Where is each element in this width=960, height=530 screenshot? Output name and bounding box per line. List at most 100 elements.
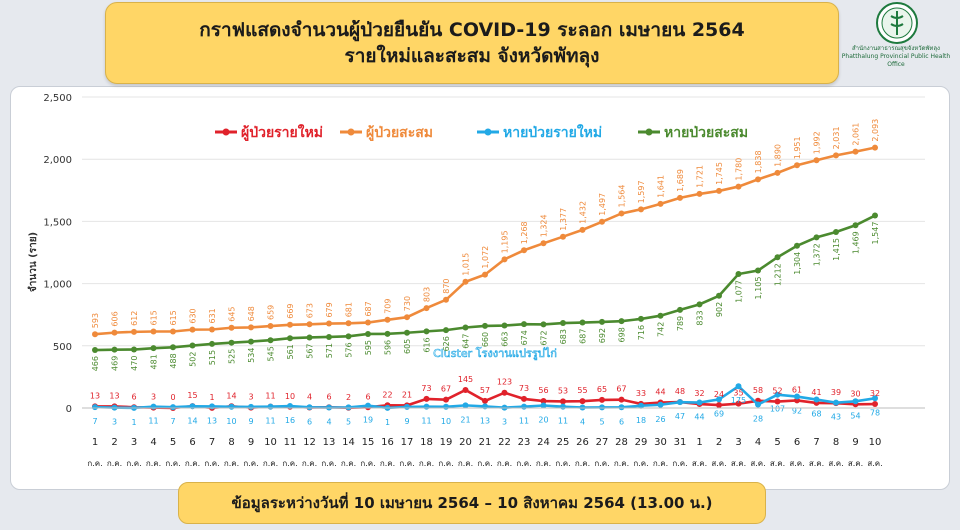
data-label: 11 xyxy=(265,417,275,426)
data-label: 571 xyxy=(325,343,334,358)
data-label: 1,195 xyxy=(501,230,510,253)
data-label: 692 xyxy=(598,328,607,343)
legend-label: ผู้ป่วยรายใหม่ xyxy=(241,123,323,141)
data-point xyxy=(521,247,527,254)
data-point xyxy=(794,393,800,400)
data-point xyxy=(170,344,176,351)
data-label: 30 xyxy=(850,389,860,398)
data-label: 4 xyxy=(580,418,585,427)
data-point xyxy=(209,326,215,333)
data-point xyxy=(735,400,742,407)
data-label: 605 xyxy=(403,339,412,354)
data-point xyxy=(872,212,878,219)
x-tick-month: ส.ค. xyxy=(770,459,785,468)
x-tick-month: ส.ค. xyxy=(750,459,765,468)
legend-label: หายป่วยรายใหม่ xyxy=(503,123,602,141)
data-label: 19 xyxy=(363,416,373,425)
x-tick-day: 27 xyxy=(596,437,609,448)
data-label: 22 xyxy=(382,390,392,399)
data-point xyxy=(150,403,157,410)
data-point xyxy=(423,305,430,312)
x-tick-month: ก.ค. xyxy=(341,459,356,468)
data-label: 55 xyxy=(577,386,587,395)
data-label: 39 xyxy=(831,388,841,397)
data-label: 41 xyxy=(811,388,821,397)
data-label: 35 xyxy=(733,389,743,398)
x-tick-day: 8 xyxy=(228,437,234,448)
y-tick-label: 2,000 xyxy=(43,155,72,166)
data-label: 626 xyxy=(442,336,451,351)
data-point xyxy=(423,328,430,335)
data-point xyxy=(774,169,781,176)
data-label: 13 xyxy=(109,391,119,400)
x-tick-day: 8 xyxy=(833,437,839,448)
health-office-logo-icon xyxy=(876,2,918,44)
data-label: 0 xyxy=(170,393,175,402)
data-point xyxy=(228,339,235,346)
data-point xyxy=(696,301,703,308)
data-label: 902 xyxy=(715,302,724,317)
data-point xyxy=(248,338,254,345)
data-point xyxy=(618,318,625,325)
data-label: 44 xyxy=(694,413,704,422)
data-label: 1,745 xyxy=(715,162,724,185)
data-label: 683 xyxy=(559,329,568,344)
x-tick-day: 10 xyxy=(264,437,277,448)
x-tick-month: ก.ค. xyxy=(360,459,375,468)
data-label: 1,015 xyxy=(462,253,471,276)
x-tick-day: 7 xyxy=(209,437,215,448)
x-tick-day: 29 xyxy=(635,437,648,448)
data-label: 1,838 xyxy=(754,150,763,173)
data-point xyxy=(657,401,664,408)
data-point xyxy=(404,314,410,321)
data-label: 1,890 xyxy=(774,144,783,167)
data-label: 1,547 xyxy=(871,222,880,245)
data-label: 1 xyxy=(131,418,136,427)
data-point xyxy=(755,267,761,274)
legend-marker xyxy=(484,128,492,136)
data-label: 1,072 xyxy=(481,246,490,269)
data-label: 20 xyxy=(538,416,548,425)
data-point xyxy=(111,346,118,353)
x-tick-month: ก.ค. xyxy=(477,459,492,468)
x-tick-month: ก.ค. xyxy=(263,459,278,468)
x-tick-day: 23 xyxy=(518,437,531,448)
data-label: 6 xyxy=(326,392,331,401)
x-tick-month: ส.ค. xyxy=(848,459,863,468)
data-point xyxy=(560,403,566,410)
data-point xyxy=(306,321,313,328)
x-tick-month: ก.ค. xyxy=(399,459,414,468)
x-tick-day: 7 xyxy=(813,437,819,448)
x-tick-day: 14 xyxy=(342,437,355,448)
x-tick-day: 16 xyxy=(381,437,394,448)
x-tick-day: 17 xyxy=(401,437,414,448)
data-label: 1,105 xyxy=(754,277,763,300)
x-axis: 1 ก.ค. 2 ก.ค. 3 ก.ค. 4 ก.ค. 5 ก.ค. 6 ก.ค. 7 ก.ค. 8 ก.ค.… xyxy=(82,407,925,468)
data-label: 2,061 xyxy=(852,123,861,146)
data-label: 1,689 xyxy=(676,169,685,192)
data-label: 833 xyxy=(696,310,705,325)
data-point xyxy=(482,322,488,329)
data-label: 674 xyxy=(520,330,529,345)
x-tick-day: 31 xyxy=(674,437,687,448)
x-tick-month: ส.ค. xyxy=(711,459,726,468)
data-point xyxy=(638,315,644,322)
data-label: 1,212 xyxy=(774,263,783,286)
x-tick-month: ก.ค. xyxy=(146,459,161,468)
data-point xyxy=(677,306,683,313)
data-point xyxy=(852,222,859,229)
x-tick-month: ก.ค. xyxy=(107,459,122,468)
data-label: 92 xyxy=(792,407,802,416)
data-label: 1,497 xyxy=(598,193,607,216)
data-label: 10 xyxy=(226,417,236,426)
data-point xyxy=(774,398,781,405)
data-label: 1,077 xyxy=(735,280,744,303)
data-point xyxy=(365,330,371,337)
x-tick-month: ส.ค. xyxy=(828,459,843,468)
data-label: 1,372 xyxy=(813,243,822,266)
data-point xyxy=(365,402,371,409)
data-label: 107 xyxy=(770,405,785,414)
data-point xyxy=(150,345,157,352)
data-point xyxy=(872,395,878,402)
